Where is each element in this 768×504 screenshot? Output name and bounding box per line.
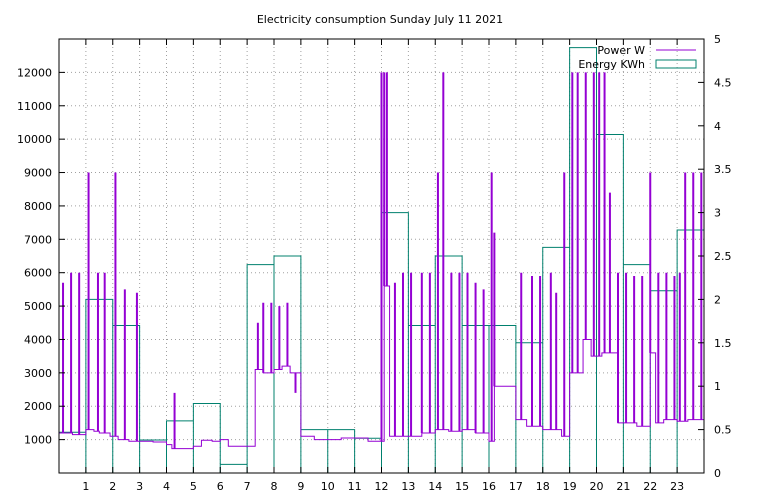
- axes: 1 2 3 4 5 6 7 8 9 10 11 12 13 14 15 16 17 18 19 20 21 22 23100…: [17, 33, 732, 493]
- legend-swatch-energy: [655, 59, 697, 69]
- x-tick-label-9: 9: [297, 480, 304, 493]
- x-tick-label-8: 8: [271, 480, 278, 493]
- x-tick-label-5: 5: [190, 480, 197, 493]
- y-tick-label-7000: 7000: [24, 233, 52, 246]
- y-tick-label-4000: 4000: [24, 333, 52, 346]
- x-tick-label-11: 11: [348, 480, 362, 493]
- legend-label-power: Power W: [597, 44, 645, 57]
- x-tick-label-19: 19: [563, 480, 577, 493]
- y-tick-label-9000: 9000: [24, 167, 52, 180]
- y-tick-label-11000: 11000: [17, 100, 52, 113]
- x-tick-label-3: 3: [136, 480, 143, 493]
- x-tick-label-13: 13: [401, 480, 415, 493]
- power-series: [59, 72, 704, 450]
- y2-tick-label-4: 4: [714, 120, 721, 133]
- x-tick-label-14: 14: [428, 480, 442, 493]
- y2-tick-label-2.5: 2.5: [714, 250, 732, 263]
- y-tick-label-12000: 12000: [17, 66, 52, 79]
- x-tick-label-16: 16: [482, 480, 496, 493]
- x-tick-label-2: 2: [109, 480, 116, 493]
- x-tick-label-22: 22: [643, 480, 657, 493]
- power-line: [59, 285, 704, 450]
- y2-tick-label-1: 1: [714, 380, 721, 393]
- y2-tick-label-0: 0: [714, 467, 721, 480]
- x-tick-label-17: 17: [509, 480, 523, 493]
- y2-tick-label-2: 2: [714, 293, 721, 306]
- y-tick-label-3000: 3000: [24, 367, 52, 380]
- x-tick-label-10: 10: [321, 480, 335, 493]
- x-tick-label-23: 23: [670, 480, 684, 493]
- y-tick-label-10000: 10000: [17, 133, 52, 146]
- y-tick-label-1000: 1000: [24, 434, 52, 447]
- y2-tick-label-3: 3: [714, 207, 721, 220]
- y2-tick-label-5: 5: [714, 33, 721, 46]
- y-tick-label-8000: 8000: [24, 200, 52, 213]
- x-tick-label-12: 12: [375, 480, 389, 493]
- y-tick-label-6000: 6000: [24, 267, 52, 280]
- x-tick-label-20: 20: [590, 480, 604, 493]
- x-tick-label-15: 15: [455, 480, 469, 493]
- legend-label-energy: Energy KWh: [578, 58, 645, 71]
- y2-tick-label-4.5: 4.5: [714, 76, 732, 89]
- x-tick-label-6: 6: [217, 480, 224, 493]
- x-tick-label-1: 1: [82, 480, 89, 493]
- chart-title: Electricity consumption Sunday July 11 2…: [257, 13, 503, 26]
- y-tick-label-5000: 5000: [24, 300, 52, 313]
- y-tick-label-2000: 2000: [24, 400, 52, 413]
- y2-tick-label-3.5: 3.5: [714, 163, 732, 176]
- x-tick-label-4: 4: [163, 480, 170, 493]
- y2-tick-label-1.5: 1.5: [714, 337, 732, 350]
- x-tick-label-21: 21: [616, 480, 630, 493]
- y2-tick-label-0.5: 0.5: [714, 424, 732, 437]
- x-tick-label-7: 7: [244, 480, 251, 493]
- x-tick-label-18: 18: [536, 480, 550, 493]
